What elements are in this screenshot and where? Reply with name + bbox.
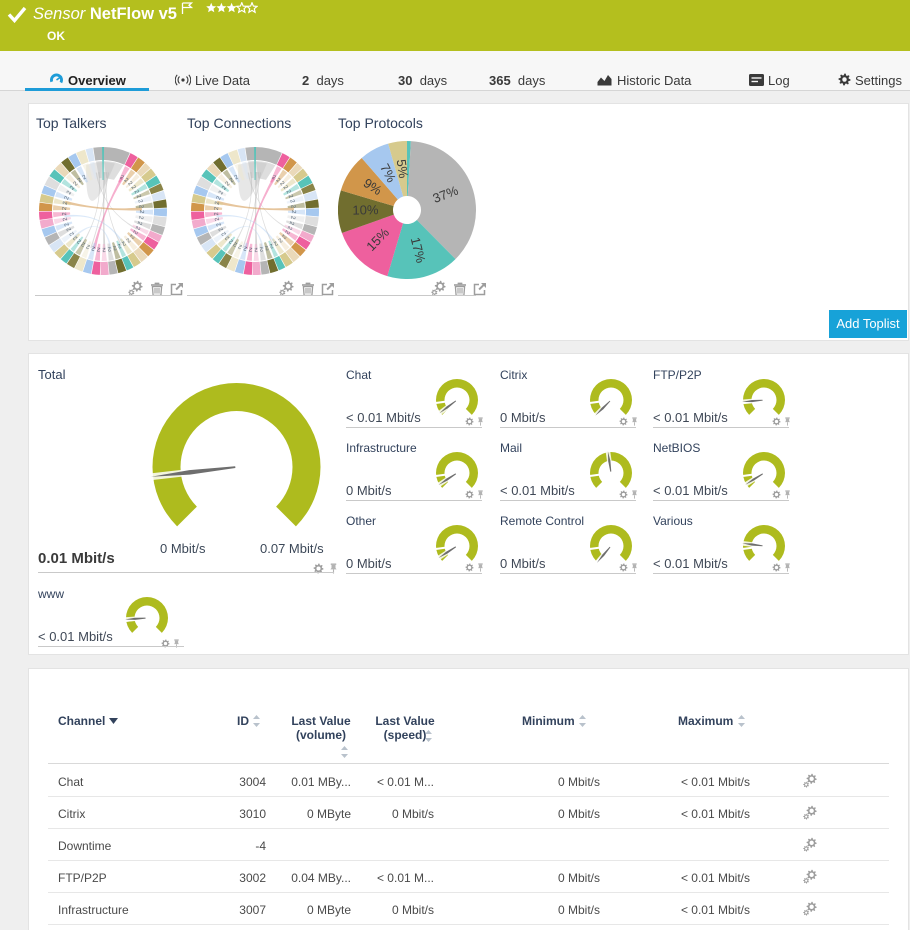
svg-text:2: 2 [287,220,294,226]
svg-text:2: 2 [289,205,295,210]
svg-text:2: 2 [218,226,225,232]
svg-text:2: 2 [131,229,138,236]
svg-text:2: 2 [229,177,236,184]
svg-text:2: 2 [116,242,122,249]
svg-text:2: 2 [288,199,295,204]
svg-text:2: 2 [69,185,76,192]
svg-text:2: 2 [214,206,220,210]
svg-text:17%: 17% [408,236,429,265]
svg-text:2: 2 [268,242,274,249]
svg-text:2: 2 [124,236,131,243]
svg-text:2: 2 [80,240,87,247]
svg-text:2: 2 [215,216,222,221]
svg-text:2: 2 [248,245,253,251]
svg-text:2: 2 [64,195,71,201]
svg-text:2: 2 [214,211,220,215]
svg-text:2: 2 [221,230,228,237]
svg-text:2: 2 [135,220,142,226]
svg-text:2: 2 [132,189,139,195]
svg-text:2: 2 [85,242,91,249]
svg-text:2: 2 [120,239,127,246]
svg-text:2: 2 [119,174,125,181]
svg-text:2: 2 [96,245,101,251]
svg-text:2: 2 [102,246,106,252]
svg-text:2: 2 [225,180,232,187]
svg-text:2: 2 [111,244,117,251]
svg-text:2: 2 [216,221,223,227]
svg-text:2: 2 [128,233,135,240]
svg-text:2: 2 [289,215,296,220]
svg-text:2: 2 [138,210,144,214]
svg-text:2: 2 [135,194,142,200]
svg-text:2: 2 [62,206,68,210]
svg-text:2: 2 [275,177,282,184]
svg-text:2: 2 [228,237,235,244]
svg-text:2: 2 [216,195,223,201]
svg-text:2: 2 [63,200,70,205]
svg-text:2: 2 [218,190,225,196]
svg-text:2: 2 [283,229,290,236]
svg-text:2: 2 [66,226,73,232]
svg-text:2: 2 [224,234,231,241]
svg-text:2: 2 [287,194,294,200]
svg-text:2: 2 [69,230,76,237]
svg-text:2: 2 [130,185,137,192]
svg-text:2: 2 [82,174,88,181]
svg-text:10%: 10% [352,202,379,217]
svg-text:5%: 5% [394,158,412,179]
svg-text:2: 2 [272,239,279,246]
svg-text:2: 2 [72,234,79,241]
svg-text:2: 2 [290,210,296,214]
svg-text:2: 2 [90,244,95,251]
svg-text:2: 2 [263,244,269,251]
svg-text:2: 2 [62,211,68,215]
svg-text:2: 2 [278,181,285,188]
svg-text:2: 2 [126,181,133,188]
svg-text:2: 2 [137,205,143,210]
svg-text:2: 2 [221,185,228,192]
svg-text:2: 2 [136,199,143,204]
svg-text:2: 2 [234,174,240,181]
svg-text:2: 2 [123,177,130,184]
svg-text:2: 2 [76,237,83,244]
svg-text:2: 2 [77,177,84,184]
svg-text:2: 2 [276,236,283,243]
svg-text:2: 2 [64,221,71,227]
svg-text:2: 2 [237,242,243,249]
svg-text:2: 2 [271,174,277,181]
svg-text:2: 2 [242,244,247,251]
svg-text:2: 2 [73,180,80,187]
svg-text:2: 2 [282,185,289,192]
svg-text:2: 2 [66,190,73,196]
svg-text:2: 2 [285,225,292,231]
svg-text:2: 2 [137,215,144,220]
svg-text:2: 2 [232,240,239,247]
svg-text:2: 2 [254,246,258,252]
svg-text:2: 2 [258,245,263,252]
svg-text:2: 2 [133,225,140,231]
svg-text:2: 2 [63,216,70,221]
svg-text:2: 2 [280,233,287,240]
svg-text:2: 2 [284,189,291,195]
svg-text:2: 2 [106,245,111,252]
svg-text:2: 2 [215,200,222,205]
